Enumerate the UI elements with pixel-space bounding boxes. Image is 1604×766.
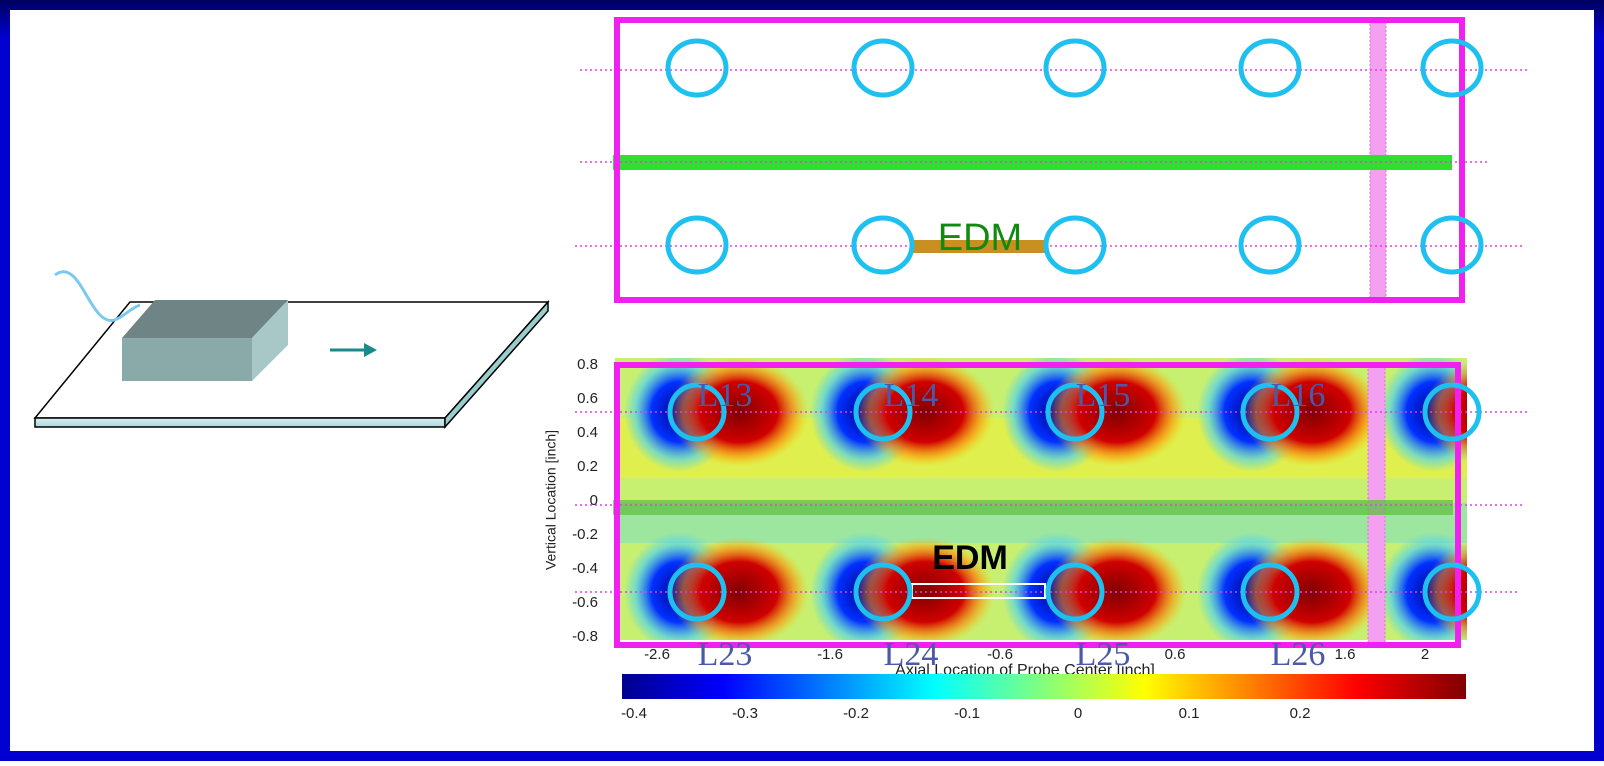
sensor-label: L26 xyxy=(1271,636,1326,673)
sensor-label: L23 xyxy=(698,636,753,673)
y-axis-label: Vertical Location [inch] xyxy=(543,430,559,570)
heatmap-panel: EDM Vertical Location [inch] Axial Locat… xyxy=(543,352,1564,699)
colorbar-tick-label: -0.1 xyxy=(954,705,980,722)
y-tick-label: -0.2 xyxy=(572,526,598,543)
colorbar-tick-label: 0.1 xyxy=(1179,705,1200,722)
sensor-label: L14 xyxy=(884,377,939,414)
colorbar-tick-label: -0.4 xyxy=(621,705,647,722)
sensor-label: L15 xyxy=(1076,377,1131,414)
sensor-label: L16 xyxy=(1271,377,1326,414)
edm-label: EDM xyxy=(938,217,1022,259)
y-tick-label: 0 xyxy=(590,492,598,509)
slide: EDM EDM Vertical Location [inch] Axial L… xyxy=(0,0,1604,761)
y-tick-label: 0.8 xyxy=(577,356,598,373)
colorbar-tick-label: -0.3 xyxy=(732,705,758,722)
sensor-label: L25 xyxy=(1076,636,1131,673)
y-tick-label: 0.4 xyxy=(577,424,598,441)
y-tick-label: -0.8 xyxy=(572,628,598,645)
colorbar-tick-label: 0.2 xyxy=(1290,705,1311,722)
colorbar xyxy=(622,674,1466,699)
y-tick-label: -0.6 xyxy=(572,594,598,611)
x-tick-label: 2 xyxy=(1421,646,1429,663)
x-tick-label: 0.6 xyxy=(1165,646,1186,663)
sensor-label: L24 xyxy=(884,636,939,673)
x-tick-label: -0.6 xyxy=(987,646,1013,663)
x-tick-label: -1.6 xyxy=(817,646,843,663)
colorbar-tick-label: 0 xyxy=(1074,705,1082,722)
edm-label: EDM xyxy=(932,539,1008,577)
x-tick-label: 1.6 xyxy=(1335,646,1356,663)
y-tick-label: 0.6 xyxy=(577,390,598,407)
sensor-label: L13 xyxy=(698,377,753,414)
x-tick-label: -2.6 xyxy=(644,646,670,663)
slide-canvas: EDM EDM Vertical Location [inch] Axial L… xyxy=(0,0,1604,761)
y-tick-label: 0.2 xyxy=(577,458,598,475)
y-tick-label: -0.4 xyxy=(572,560,598,577)
colorbar-tick-label: -0.2 xyxy=(843,705,869,722)
